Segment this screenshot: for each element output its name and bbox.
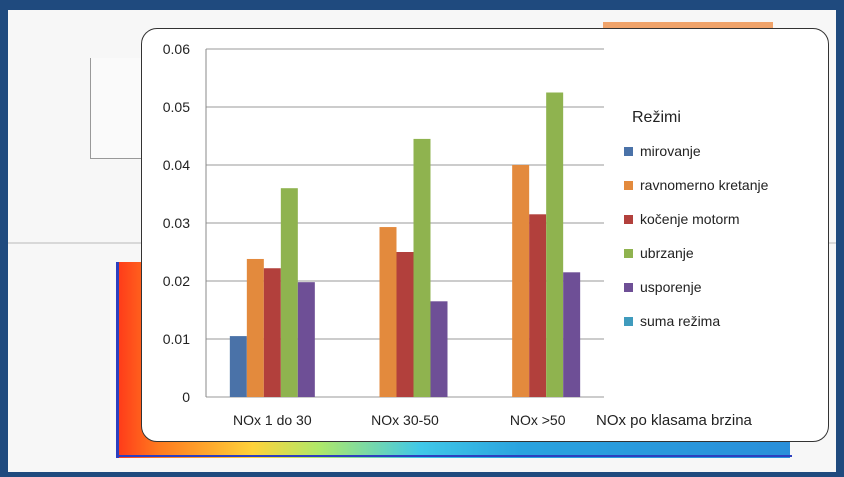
legend-swatch [624,248,633,258]
background-heatmap-x-axis [116,455,792,457]
bar-kočenje-motorm [529,214,547,397]
legend-label: usporenje [640,279,702,295]
bar-mirovanje [229,336,247,397]
y-tick-label: 0.05 [163,99,190,115]
legend-item: mirovanje [624,134,768,168]
y-tick-label: 0.04 [163,157,190,173]
bar-ubrzanje [413,138,431,397]
bar-ravnomerno-kretanje [246,258,264,397]
legend-swatch [624,180,633,190]
legend-swatch [624,214,633,224]
legend-swatch [624,146,633,156]
legend-label: mirovanje [640,143,701,159]
bar-kočenje-motorm [263,268,281,397]
legend-title: Režimi [632,109,681,126]
legend-swatch [624,282,633,292]
legend-item: usporenje [624,270,768,304]
legend: Režimi mirovanje ravnomerno kretanje kočen… [624,109,768,338]
bar-usporenje [297,282,315,397]
chart-panel: 0 0.01 0.02 0.03 0.04 0.05 0.06 NOx 1 do 30 NOx … [141,28,829,442]
bar-usporenje [430,301,448,397]
legend-label: kočenje motorm [640,211,740,227]
bar-ubrzanje [280,188,298,397]
x-category-label: NOx >50 [510,412,566,428]
bar-chart: 0 0.01 0.02 0.03 0.04 0.05 0.06 NOx 1 do 30 NOx … [163,41,753,429]
x-axis-title: NOx po klasama brzina [596,412,753,429]
y-tick-label: 0.03 [163,215,190,231]
bar-kočenje-motorm [396,252,414,397]
legend-label: ubrzanje [640,245,694,261]
legend-item: suma režima [624,304,768,338]
background-heatmap-y-axis [116,262,119,458]
bar-ubrzanje [546,92,564,397]
background-legend-strip [603,22,773,30]
x-category-label: NOx 30-50 [371,412,439,428]
y-tick-label: 0.06 [163,41,190,57]
legend-label: ravnomerno kretanje [640,177,769,193]
legend-items: mirovanje ravnomerno kretanje kočenje moto… [624,134,768,338]
legend-item: ravnomerno kretanje [624,168,768,202]
y-tick-label: 0.01 [163,331,190,347]
y-tick-label: 0.02 [163,273,190,289]
legend-label: suma režima [640,313,721,329]
y-tick-label: 0 [182,389,190,405]
legend-swatch [624,316,633,326]
bar-usporenje [563,272,581,397]
bar-ravnomerno-kretanje [512,165,530,397]
x-category-label: NOx 1 do 30 [233,412,312,428]
legend-item: ubrzanje [624,236,768,270]
bar-ravnomerno-kretanje [379,227,397,397]
legend-item: kočenje motorm [624,202,768,236]
